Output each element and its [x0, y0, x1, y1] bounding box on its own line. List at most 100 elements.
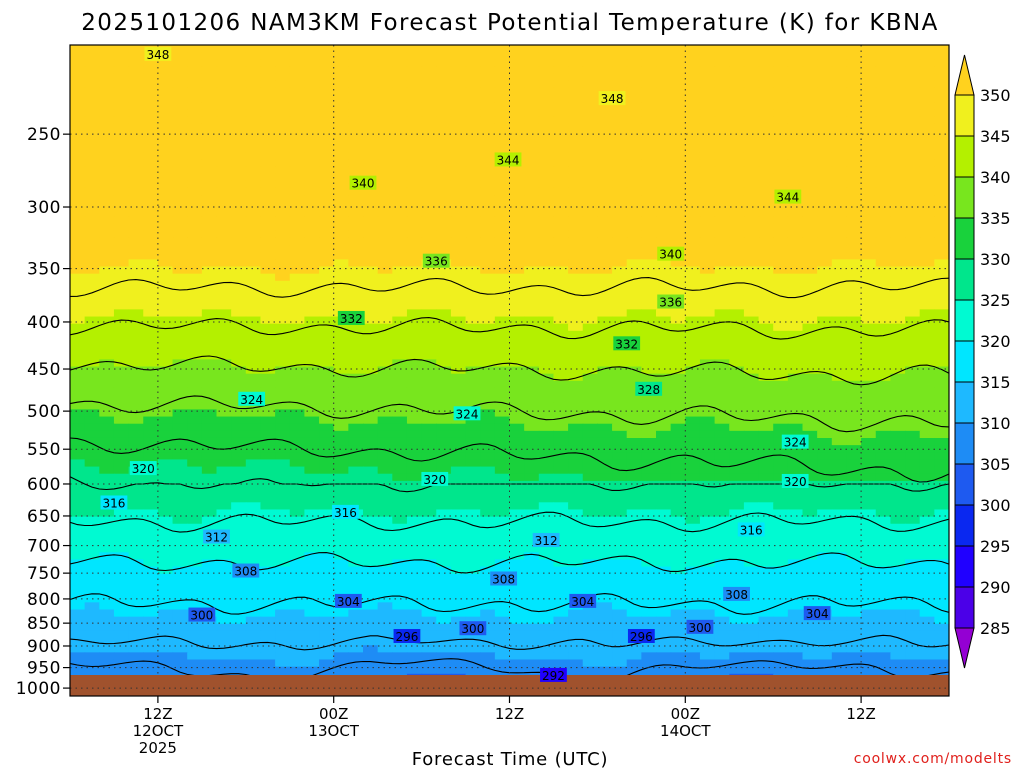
- fill-cell: [436, 373, 452, 382]
- fill-cell: [685, 87, 701, 96]
- fill-cell: [919, 616, 935, 625]
- fill-cell: [275, 466, 291, 475]
- fill-cell: [919, 380, 935, 389]
- fill-cell: [436, 380, 452, 389]
- fill-cell: [641, 352, 657, 360]
- fill-cell: [70, 387, 86, 396]
- fill-cell: [802, 623, 818, 632]
- fill-cell: [172, 559, 188, 568]
- fill-cell: [319, 237, 335, 246]
- fill-cell: [450, 202, 467, 210]
- fill-cell: [275, 509, 291, 518]
- fill-cell: [260, 280, 276, 289]
- fill-cell: [128, 245, 144, 253]
- fill-cell: [99, 638, 115, 646]
- fill-cell: [699, 166, 716, 175]
- fill-cell: [817, 430, 833, 439]
- fill-cell: [245, 302, 262, 310]
- fill-cell: [304, 52, 320, 60]
- fill-cell: [524, 52, 540, 60]
- fill-cell: [538, 588, 555, 596]
- fill-cell: [113, 280, 130, 289]
- fill-cell: [84, 566, 100, 575]
- fill-cell: [626, 373, 642, 382]
- fill-cell: [99, 602, 115, 611]
- fill-cell: [333, 330, 349, 339]
- fill-cell: [260, 573, 276, 582]
- fill-cell: [582, 345, 598, 353]
- fill-cell: [846, 545, 862, 553]
- fill-cell: [245, 502, 262, 511]
- fill-cell: [289, 187, 305, 196]
- fill-cell: [729, 259, 745, 268]
- fill-cell: [70, 159, 86, 168]
- fill-cell: [348, 152, 364, 160]
- fill-cell: [363, 352, 379, 360]
- fill-cell: [817, 116, 833, 125]
- fill-cell: [172, 430, 188, 439]
- fill-cell: [450, 180, 467, 189]
- fill-cell: [875, 259, 891, 268]
- fill-cell: [333, 459, 349, 468]
- fill-cell: [187, 516, 203, 525]
- fill-cell: [656, 309, 672, 318]
- fill-cell: [377, 173, 393, 182]
- fill-cell: [890, 352, 906, 360]
- fill-cell: [187, 402, 203, 411]
- fill-cell: [597, 245, 613, 253]
- fill-cell: [524, 223, 540, 232]
- fill-cell: [890, 502, 906, 511]
- fill-cell: [846, 352, 862, 360]
- fill-cell: [377, 516, 393, 525]
- fill-cell: [363, 473, 379, 482]
- fill-cell: [480, 423, 496, 432]
- fill-cell: [905, 616, 921, 625]
- fill-cell: [890, 195, 906, 203]
- fill-cell: [934, 323, 949, 332]
- fill-cell: [582, 423, 598, 432]
- fill-cell: [568, 266, 584, 275]
- fill-cell: [84, 630, 100, 639]
- fill-cell: [436, 459, 452, 468]
- fill-cell: [714, 359, 730, 368]
- fill-cell: [84, 552, 100, 561]
- fill-cell: [670, 309, 686, 318]
- fill-cell: [875, 73, 891, 82]
- fill-cell: [421, 66, 437, 75]
- fill-cell: [524, 323, 540, 332]
- fill-cell: [934, 623, 949, 632]
- fill-cell: [436, 187, 452, 196]
- fill-cell: [363, 52, 379, 60]
- fill-cell: [319, 316, 335, 325]
- fill-cell: [919, 309, 935, 318]
- fill-cell: [245, 316, 262, 325]
- fill-cell: [553, 366, 569, 375]
- fill-cell: [685, 223, 701, 232]
- theta-fill-bands: [70, 45, 949, 689]
- fill-cell: [84, 538, 100, 546]
- fill-cell: [494, 45, 511, 53]
- fill-cell: [260, 45, 276, 53]
- fill-cell: [641, 566, 657, 575]
- fill-cell: [377, 95, 393, 103]
- fill-cell: [406, 409, 423, 418]
- fill-cell: [465, 345, 481, 353]
- fill-cell: [392, 302, 408, 310]
- fill-cell: [773, 302, 789, 310]
- fill-cell: [157, 309, 174, 318]
- fill-cell: [480, 502, 496, 511]
- fill-cell: [377, 237, 393, 246]
- fill-cell: [99, 173, 115, 182]
- fill-cell: [480, 216, 496, 225]
- fill-cell: [802, 45, 818, 53]
- fill-cell: [905, 337, 921, 346]
- fill-cell: [216, 323, 232, 332]
- fill-cell: [729, 273, 745, 282]
- fill-cell: [509, 502, 525, 511]
- fill-cell: [70, 52, 86, 60]
- fill-cell: [143, 573, 159, 582]
- fill-cell: [802, 173, 818, 182]
- fill-cell: [524, 552, 540, 561]
- fill-cell: [905, 402, 921, 411]
- fill-cell: [392, 166, 408, 175]
